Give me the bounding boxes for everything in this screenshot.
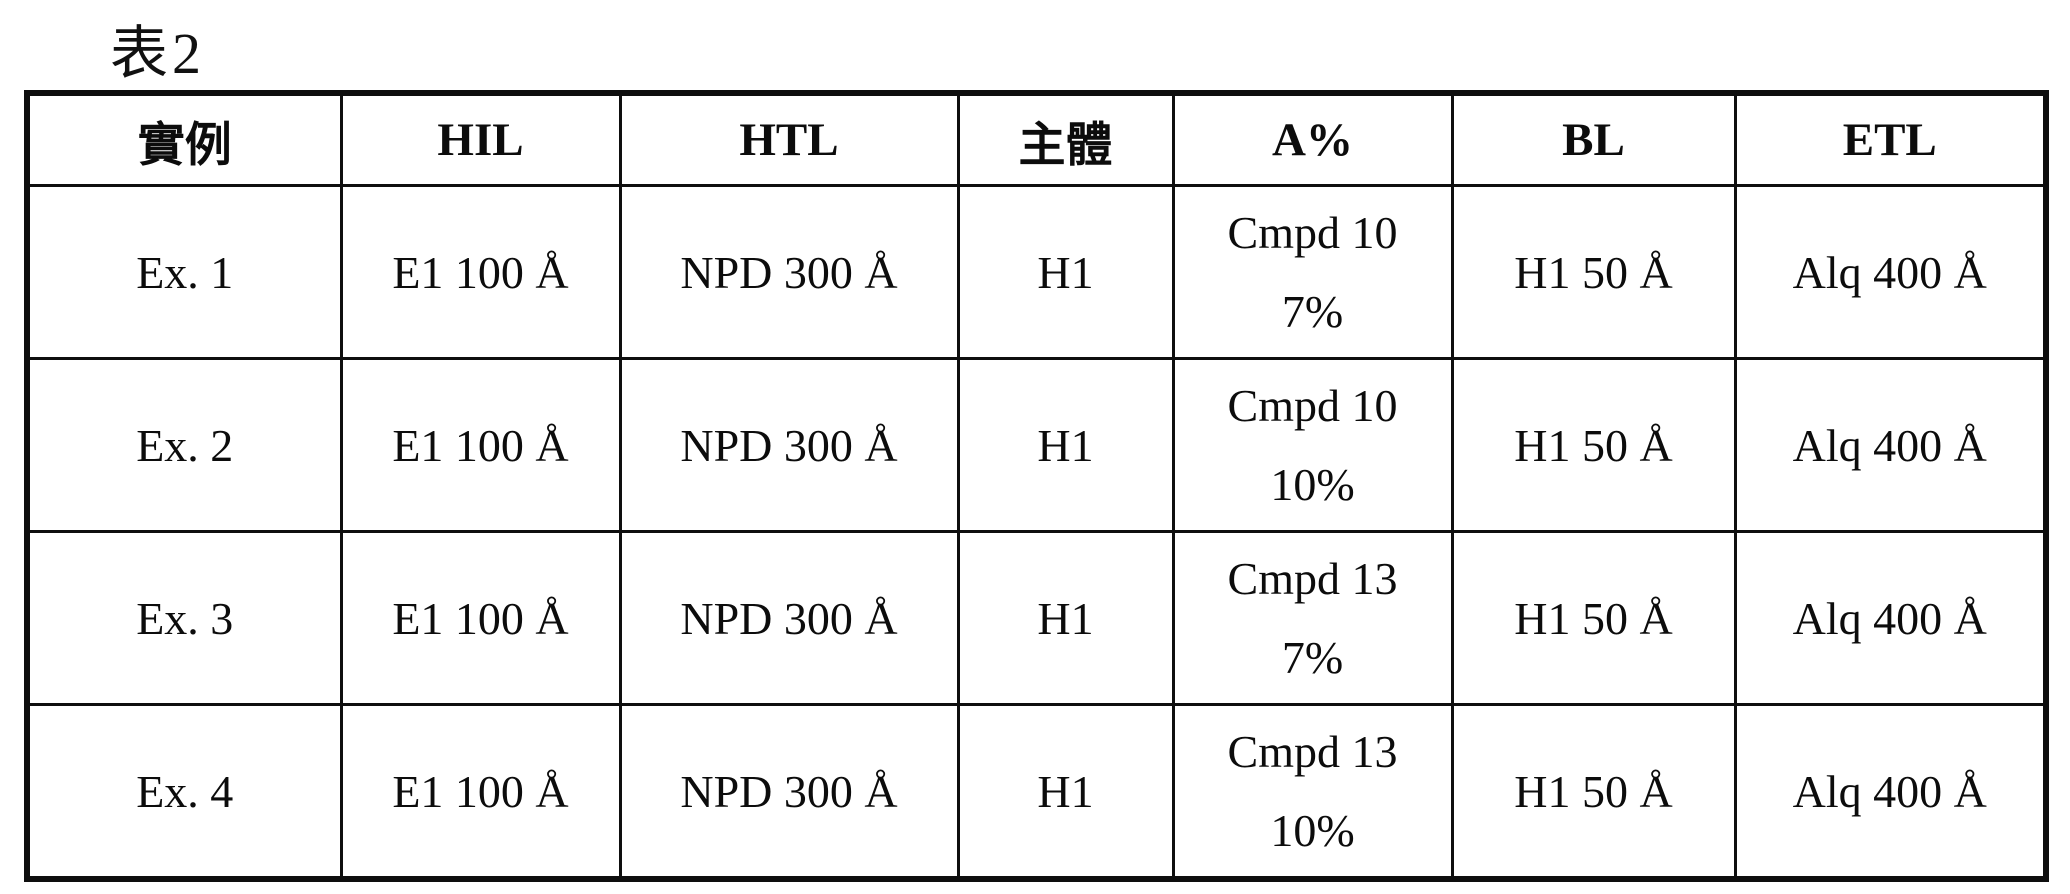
header-example: 實例 [25,91,343,187]
cell-host: H1 [956,184,1175,360]
table-header-row: 實例 HIL HTL 主體 A% BL ETL [25,91,2048,187]
a-pct-compound: Cmpd 13 [1227,726,1398,777]
cell-a-pct: Cmpd 13 7% [1171,530,1454,706]
table-row: Ex. 2 E1 100 Å NPD 300 Å H1 Cmpd 10 10% … [25,357,2048,533]
a-pct-compound: Cmpd 10 [1227,207,1398,258]
cell-example: Ex. 3 [25,530,343,706]
header-bl: BL [1450,91,1737,187]
cell-hil: E1 100 Å [339,530,622,706]
cell-example: Ex. 2 [25,357,343,533]
header-etl: ETL [1733,91,2048,187]
cell-bl: H1 50 Å [1450,530,1737,706]
table-title: 表2 [110,21,206,86]
cell-bl: H1 50 Å [1450,703,1737,881]
cell-htl: NPD 300 Å [618,703,960,881]
cell-etl: Alq 400 Å [1733,530,2048,706]
cell-host: H1 [956,530,1175,706]
cell-a-pct: Cmpd 10 7% [1171,184,1454,360]
header-host: 主體 [956,91,1175,187]
table-row: Ex. 3 E1 100 Å NPD 300 Å H1 Cmpd 13 7% H… [25,530,2048,706]
cell-a-pct: Cmpd 13 10% [1171,703,1454,881]
a-pct-percent: 7% [1281,632,1344,683]
header-a-pct: A% [1171,91,1454,187]
table-row: Ex. 1 E1 100 Å NPD 300 Å H1 Cmpd 10 7% H… [25,184,2048,360]
cell-etl: Alq 400 Å [1733,357,2048,533]
a-pct-percent: 10% [1270,459,1355,510]
a-pct-percent: 10% [1270,805,1355,856]
a-pct-compound: Cmpd 13 [1227,553,1398,604]
cell-example: Ex. 1 [25,184,343,360]
a-pct-percent: 7% [1281,286,1344,337]
cell-host: H1 [956,703,1175,881]
header-hil: HIL [339,91,622,187]
cell-bl: H1 50 Å [1450,357,1737,533]
cell-a-pct: Cmpd 10 10% [1171,357,1454,533]
cell-htl: NPD 300 Å [618,530,960,706]
cell-htl: NPD 300 Å [618,357,960,533]
table-row: Ex. 4 E1 100 Å NPD 300 Å H1 Cmpd 13 10% … [25,703,2048,881]
cell-etl: Alq 400 Å [1733,184,2048,360]
cell-bl: H1 50 Å [1450,184,1737,360]
cell-host: H1 [956,357,1175,533]
cell-hil: E1 100 Å [339,357,622,533]
a-pct-compound: Cmpd 10 [1227,380,1398,431]
example-layers-table: 實例 HIL HTL 主體 A% BL ETL Ex. 1 E1 100 Å N… [24,90,2049,882]
cell-htl: NPD 300 Å [618,184,960,360]
cell-hil: E1 100 Å [339,703,622,881]
cell-etl: Alq 400 Å [1733,703,2048,881]
cell-example: Ex. 4 [25,703,343,881]
cell-hil: E1 100 Å [339,184,622,360]
header-htl: HTL [618,91,960,187]
